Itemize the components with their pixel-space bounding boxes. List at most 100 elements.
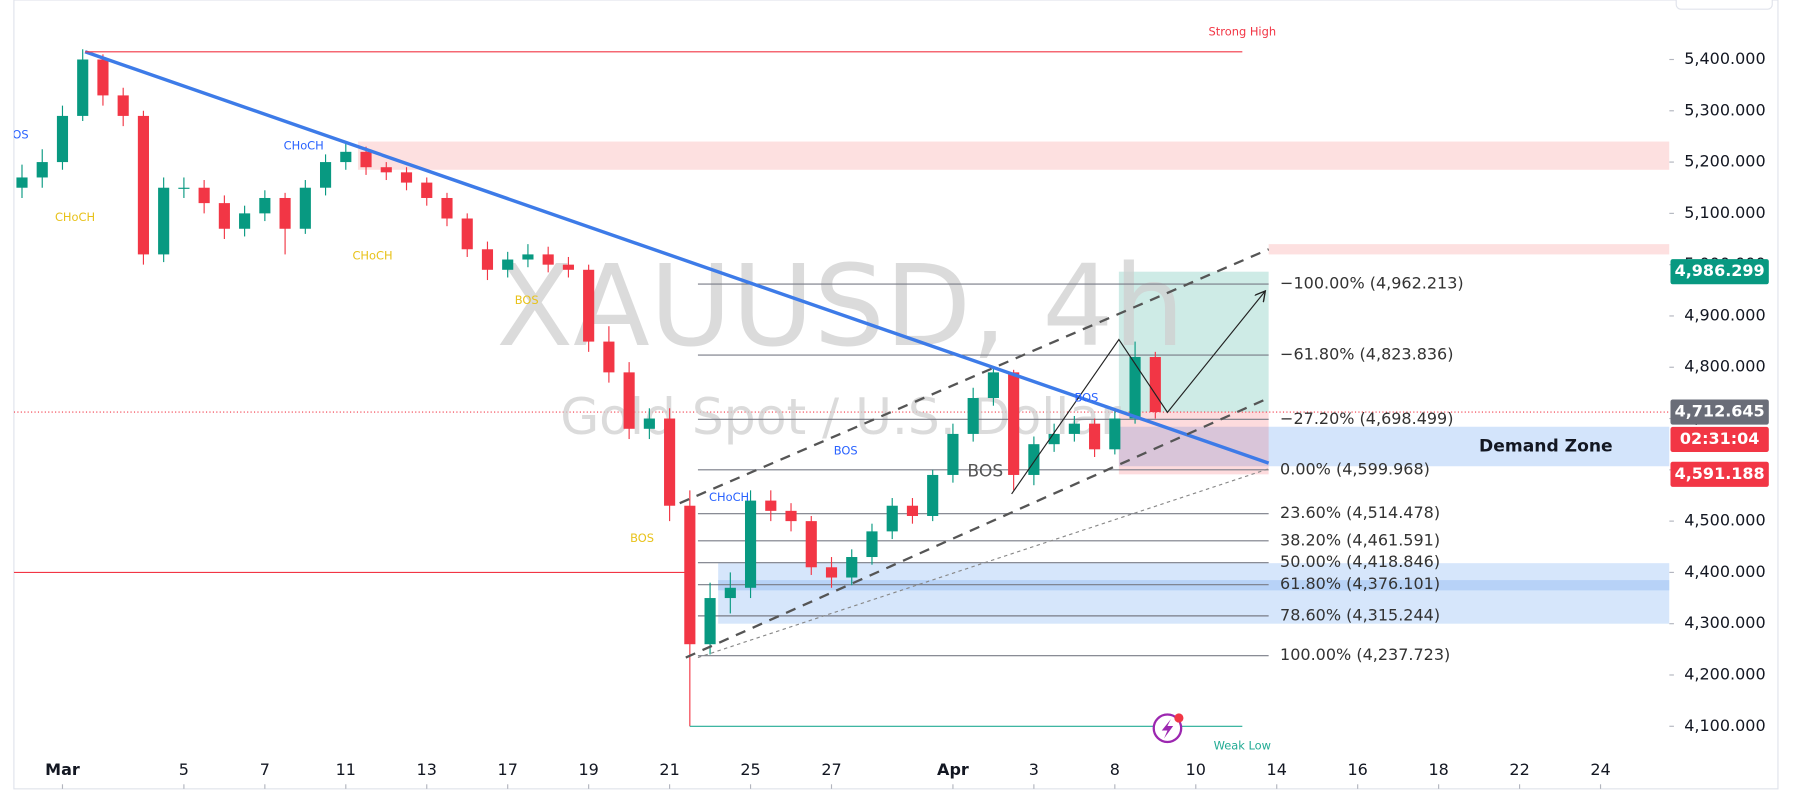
- candle-body: [259, 197, 271, 214]
- candle-body: [522, 254, 534, 260]
- toolbar-button[interactable]: [1675, 0, 1773, 10]
- candle-body: [947, 433, 959, 475]
- candle-body: [279, 197, 291, 229]
- candle-body: [542, 254, 554, 265]
- price-tag-label: 4,712.645: [1675, 402, 1765, 421]
- target-box: [1118, 271, 1269, 413]
- watermark-title: XAUUSD, 4h: [496, 242, 1184, 372]
- x-tick-label: 14: [1267, 760, 1287, 779]
- drawings: [13, 50, 1270, 727]
- candle-body: [117, 95, 129, 116]
- y-tick-label: 4,400.000: [1684, 562, 1765, 581]
- candle-body: [846, 557, 858, 578]
- drawing-line: [697, 468, 1269, 659]
- candle-body: [502, 259, 514, 270]
- candle-body: [441, 197, 453, 219]
- candle-body: [218, 203, 230, 229]
- y-tick-label: 4,200.000: [1684, 664, 1765, 683]
- alert-icon: [1152, 713, 1184, 744]
- candle-body: [481, 249, 494, 270]
- price-tag: [1670, 259, 1769, 285]
- x-tick-label: 21: [659, 760, 679, 779]
- x-tick-label: 24: [1590, 760, 1610, 779]
- candle-body: [562, 264, 574, 270]
- candle-body: [97, 59, 109, 96]
- fib-label: 61.80% (4,376.101): [1280, 574, 1440, 593]
- candle-body: [583, 269, 595, 342]
- x-tick-label: 5: [179, 760, 189, 779]
- x-tick-label: 8: [1110, 760, 1120, 779]
- x-tick-label: 18: [1428, 760, 1448, 779]
- fib-label: −27.20% (4,698.499): [1280, 409, 1453, 428]
- candle-body: [137, 115, 149, 255]
- candle-body: [198, 187, 210, 204]
- candle-body: [684, 505, 696, 645]
- candle-body: [906, 505, 919, 516]
- x-tick-label: 22: [1509, 760, 1529, 779]
- candle-body: [77, 59, 89, 116]
- candle-body: [380, 167, 392, 173]
- fib-label: 78.60% (4,315.244): [1280, 605, 1440, 624]
- axes: 4,100.000 4,200.000 4,300.000 4,400.000 4,50…: [45, 49, 1769, 789]
- fib-label: 100.00% (4,237.723): [1280, 645, 1450, 664]
- y-tick-label: 4,300.000: [1684, 613, 1765, 632]
- annotation: CHoCH: [352, 248, 392, 262]
- candle-body: [643, 418, 655, 429]
- annotation: CHoCH: [709, 490, 749, 504]
- candle-body: [1109, 418, 1121, 450]
- y-tick-label: 4,100.000: [1684, 716, 1765, 735]
- x-tick-label: 7: [260, 760, 270, 779]
- fib-label: −100.00% (4,962.213): [1280, 274, 1464, 293]
- candle-body: [16, 177, 28, 188]
- x-tick-label: 19: [578, 760, 598, 779]
- zone-label: Demand Zone: [1479, 436, 1613, 456]
- annotation: BOS: [1075, 391, 1099, 405]
- candle-body: [1028, 444, 1040, 475]
- candle-body: [421, 182, 433, 198]
- fib-label: 50.00% (4,418.846): [1280, 552, 1440, 571]
- annotation: CHoCH: [55, 210, 95, 224]
- price-tag: [1670, 399, 1769, 425]
- drawing-line: [1011, 292, 1265, 495]
- candle-body: [886, 505, 898, 532]
- candle-body: [319, 162, 332, 188]
- x-tick-label: Apr: [937, 760, 969, 779]
- y-tick-label: 4,500.000: [1684, 511, 1765, 530]
- zone: [1268, 244, 1670, 255]
- x-tick-label: Mar: [45, 760, 80, 779]
- price-tag: [1670, 426, 1769, 453]
- y-tick-label: 4,800.000: [1684, 357, 1765, 376]
- candle-body: [36, 162, 48, 178]
- candle-body: [299, 187, 311, 229]
- price-tag: [1670, 461, 1769, 487]
- zone: [718, 563, 1670, 624]
- y-tick-label: 5,300.000: [1684, 100, 1765, 119]
- candle-body: [805, 521, 817, 568]
- x-tick-label: 16: [1348, 760, 1368, 779]
- candle-body: [866, 531, 878, 558]
- candle-body: [987, 372, 999, 399]
- zone: [1118, 426, 1670, 467]
- candle-body: [785, 510, 797, 522]
- candle-body: [744, 500, 757, 588]
- candle-body: [927, 474, 939, 516]
- candle-body: [623, 372, 635, 429]
- x-tick-label: 27: [821, 760, 841, 779]
- candles: [16, 49, 1161, 727]
- candle-body: [967, 398, 979, 434]
- x-tick-label: 25: [740, 760, 760, 779]
- annotation: BOS: [515, 293, 539, 307]
- candle-body: [1048, 433, 1060, 445]
- candle-body: [1068, 423, 1080, 434]
- annotation: Weak Low: [1214, 738, 1271, 752]
- stop-box: [1118, 412, 1269, 475]
- zones: Demand Zone: [357, 141, 1670, 624]
- annotation: Strong High: [1209, 24, 1277, 38]
- watermark-subtitle: Gold Spot / U.S. Dollar: [560, 387, 1121, 446]
- y-tick-label: 5,400.000: [1684, 49, 1765, 68]
- zone: [357, 141, 1670, 170]
- candle-body: [461, 218, 473, 250]
- candle-body: [178, 187, 190, 189]
- candle-body: [603, 341, 615, 373]
